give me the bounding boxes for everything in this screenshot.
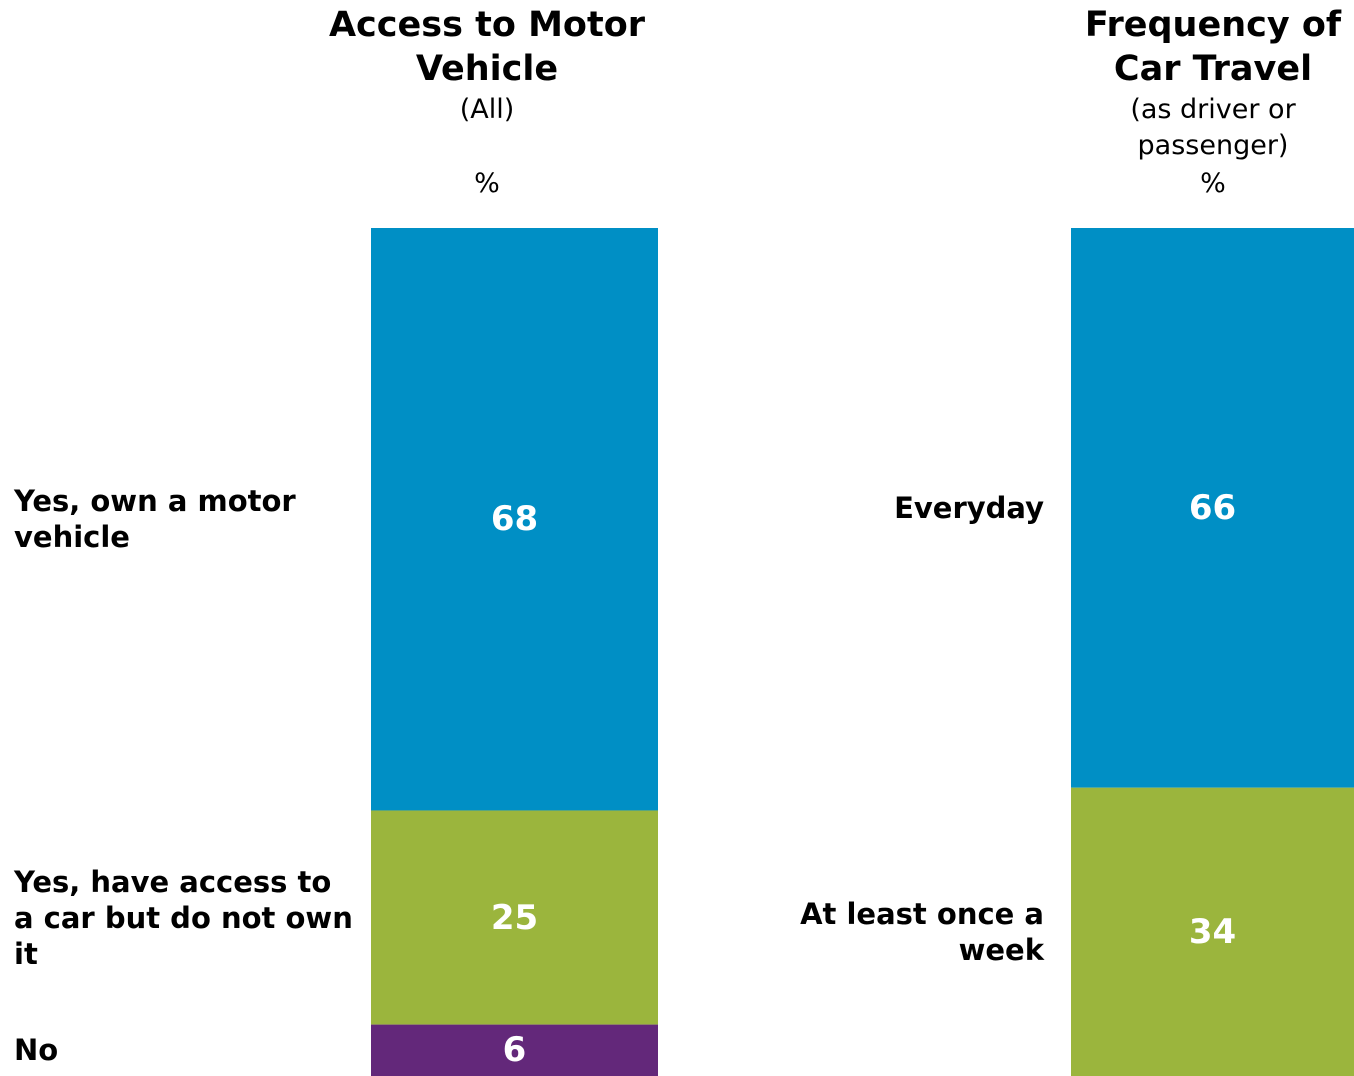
bar-segment xyxy=(1071,787,1354,1076)
unit-label: % xyxy=(1200,168,1226,199)
value-label: 6 xyxy=(502,1030,527,1071)
series-label: Yes, own a motor vehicle xyxy=(14,484,296,555)
series-label: At least once a week xyxy=(800,896,1044,967)
chart-subtitle: (as driver or passenger) xyxy=(1130,94,1296,161)
value-label: 34 xyxy=(1188,911,1237,952)
bar-segment xyxy=(371,1024,658,1076)
value-label: 68 xyxy=(490,499,539,540)
bar-segment xyxy=(371,810,658,1025)
chart-subtitle: (All) xyxy=(459,94,515,125)
unit-label: % xyxy=(474,168,500,199)
series-label: Everyday xyxy=(894,490,1044,525)
value-label: 66 xyxy=(1188,487,1237,528)
value-label: 25 xyxy=(490,897,539,938)
chart-title: Frequency of Car Travel xyxy=(1084,5,1342,89)
bar-segment xyxy=(1071,228,1354,788)
series-label: Yes, have access to a car but do not own… xyxy=(14,864,353,971)
chart-title: Access to Motor Vehicle xyxy=(328,5,646,89)
series-label: No xyxy=(14,1033,59,1068)
bar-segment xyxy=(371,228,658,811)
